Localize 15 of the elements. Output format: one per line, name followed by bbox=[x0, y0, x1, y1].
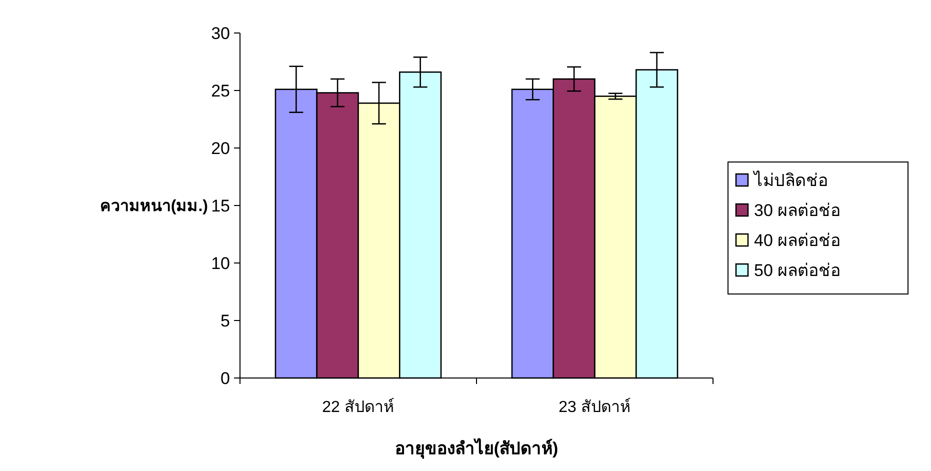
legend-label: 30 ผลต่อช่อ bbox=[754, 200, 841, 220]
y-tick-label: 5 bbox=[220, 311, 230, 330]
y-tick-label: 25 bbox=[211, 81, 230, 100]
y-tick-label: 0 bbox=[220, 368, 230, 388]
x-axis-title: อายุของลำไย(สัปดาห์) bbox=[394, 438, 558, 459]
legend-label: 40 ผลต่อช่อ bbox=[754, 230, 841, 250]
y-tick-label: 30 bbox=[211, 24, 230, 43]
legend-label: ไม่ปลิดช่อ bbox=[752, 170, 828, 190]
y-tick-label: 15 bbox=[211, 196, 230, 216]
y-tick-label: 10 bbox=[211, 254, 230, 273]
x-tick-label: 23 สัปดาห์ bbox=[558, 397, 631, 416]
y-axis-title: ความหนา(มม.) bbox=[100, 198, 208, 216]
x-tick-label: 22 สัปดาห์ bbox=[322, 397, 394, 416]
y-tick-label: 20 bbox=[211, 138, 230, 158]
legend-label: 50 ผลต่อช่อ bbox=[754, 260, 841, 280]
